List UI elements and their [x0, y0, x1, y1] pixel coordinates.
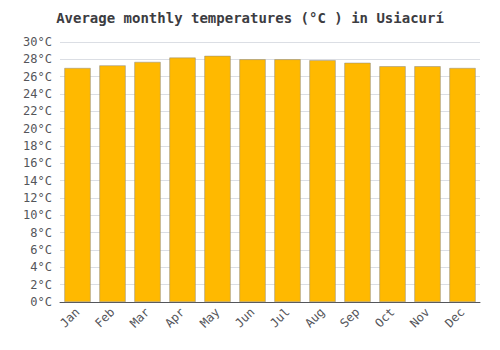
svg-text:Sep: Sep: [337, 305, 362, 330]
svg-text:8°C: 8°C: [30, 226, 52, 240]
svg-text:Nov: Nov: [407, 305, 432, 330]
svg-text:12°C: 12°C: [23, 191, 52, 205]
svg-text:Apr: Apr: [162, 305, 187, 330]
svg-text:Jun: Jun: [232, 305, 257, 330]
svg-text:6°C: 6°C: [30, 243, 52, 257]
svg-text:4°C: 4°C: [30, 260, 52, 274]
svg-text:Dec: Dec: [442, 305, 467, 330]
svg-text:20°C: 20°C: [23, 122, 52, 136]
svg-text:May: May: [197, 305, 222, 330]
svg-text:Jul: Jul: [267, 305, 292, 330]
svg-text:Feb: Feb: [92, 305, 117, 330]
svg-text:Average monthly temperatures (: Average monthly temperatures (°C ) in Us…: [56, 10, 444, 26]
svg-text:16°C: 16°C: [23, 156, 52, 170]
svg-text:28°C: 28°C: [23, 52, 52, 66]
svg-text:2°C: 2°C: [30, 278, 52, 292]
svg-text:24°C: 24°C: [23, 87, 52, 101]
svg-text:26°C: 26°C: [23, 70, 52, 84]
svg-text:Jan: Jan: [57, 305, 82, 330]
svg-text:14°C: 14°C: [23, 174, 52, 188]
svg-text:30°C: 30°C: [23, 35, 52, 49]
svg-text:Oct: Oct: [372, 305, 397, 330]
svg-text:10°C: 10°C: [23, 208, 52, 222]
svg-text:Mar: Mar: [127, 305, 152, 330]
svg-text:Aug: Aug: [302, 305, 327, 330]
svg-text:18°C: 18°C: [23, 139, 52, 153]
svg-text:0°C: 0°C: [30, 295, 52, 309]
svg-text:22°C: 22°C: [23, 104, 52, 118]
